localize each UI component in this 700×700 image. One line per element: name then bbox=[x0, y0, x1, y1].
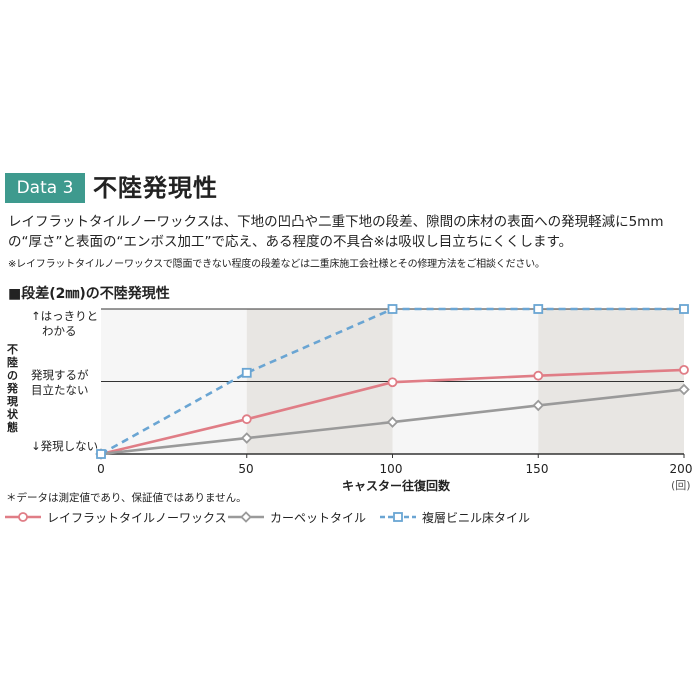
y-level-2-line-1: ↑はっきりと bbox=[31, 309, 99, 323]
x-tick-label: 100 bbox=[379, 462, 403, 476]
note-text: ※レイフラットタイルノーワックスで隠面できない程度の段差などは二重床施工会社様と… bbox=[8, 259, 545, 270]
y-axis-title: 不陸の発現状態 bbox=[7, 343, 18, 434]
section-title: 不陸発現性 bbox=[93, 174, 218, 202]
series-1-point bbox=[679, 364, 689, 375]
data-badge: Data 3 bbox=[5, 173, 85, 203]
description-line-2: の“厚さ”と表面の“エンボス加工”で応え、ある程度の不具合※は吸収し目立ちにくく… bbox=[8, 234, 573, 250]
legend-item-series-1: レイフラットタイルノーワックス bbox=[5, 507, 227, 527]
legend-label: レイフラットタイルノーワックス bbox=[47, 510, 227, 525]
legend: レイフラットタイルノーワックス カーペットタイル 複層ビニル床タイル bbox=[0, 507, 700, 527]
series-3-point bbox=[387, 304, 398, 314]
x-tick-label: 0 bbox=[97, 462, 105, 476]
x-tick-label: 150 bbox=[525, 462, 549, 476]
series-2-point bbox=[386, 416, 399, 428]
x-axis-title: キャスター往復回数 bbox=[342, 479, 451, 493]
series-markers bbox=[95, 304, 690, 460]
series-2-point bbox=[532, 399, 545, 412]
series-3-point bbox=[679, 304, 689, 314]
footnote: ＊データは測定値であり、保証値ではありません。 bbox=[6, 492, 247, 504]
legend-swatch-square bbox=[380, 512, 416, 522]
x-tick-label: 200 bbox=[669, 462, 693, 476]
legend-item-series-3: 複層ビニル床タイル bbox=[380, 507, 530, 527]
y-level-0-label: ↓発現しない bbox=[31, 439, 99, 453]
legend-label: カーペットタイル bbox=[270, 510, 367, 525]
x-tick-label: 50 bbox=[238, 462, 254, 476]
y-level-1-line-1: 発現するが bbox=[31, 368, 89, 382]
x-axis-unit: (回) bbox=[671, 479, 691, 492]
series-1-point bbox=[533, 370, 544, 381]
description-line-1: レイフラットタイルノーワックスは、下地の凹凸や二重下地の段差、隙間の床材の表面へ… bbox=[8, 214, 664, 230]
legend-swatch-diamond bbox=[228, 511, 264, 523]
y-level-1-line-2: 目立たない bbox=[31, 383, 89, 397]
y-level-2-label: ↑はっきりと わかる bbox=[31, 309, 98, 339]
legend-item-series-2: カーペットタイル bbox=[228, 507, 366, 527]
series-1-point bbox=[387, 377, 398, 388]
series-2-point bbox=[240, 432, 253, 444]
series-3-point bbox=[241, 367, 252, 378]
y-level-1-label: 発現するが 目立たない bbox=[31, 368, 89, 398]
series-3-point bbox=[96, 449, 106, 459]
legend-swatch-circle bbox=[5, 512, 41, 522]
description: レイフラットタイルノーワックスは、下地の凹凸や二重下地の段差、隙間の床材の表面へ… bbox=[8, 212, 698, 252]
series-3-point bbox=[533, 304, 544, 314]
legend-label: 複層ビニル床タイル bbox=[422, 510, 531, 525]
series-2-point bbox=[678, 383, 690, 396]
chart-title: ■段差(2㎜)の不陸発現性 bbox=[8, 286, 170, 302]
series-1-point bbox=[241, 414, 252, 425]
y-level-2-line-2: わかる bbox=[42, 324, 77, 338]
